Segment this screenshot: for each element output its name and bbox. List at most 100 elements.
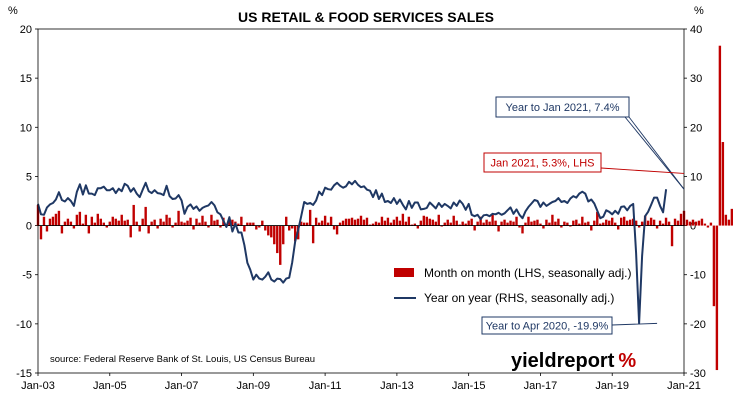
- mom-bar: [371, 223, 375, 226]
- mom-bar: [273, 225, 276, 245]
- mom-bar: [207, 225, 210, 228]
- annotation-leader: [600, 167, 685, 174]
- mom-bar: [617, 225, 620, 230]
- x-tick-label: Jan-09: [237, 380, 271, 392]
- mom-bar: [634, 220, 638, 226]
- mom-bar: [156, 225, 159, 229]
- brand-logo: yieldreport%: [511, 350, 636, 372]
- mom-bar: [602, 222, 605, 226]
- mom-bar: [596, 211, 599, 226]
- left-tick-label: -10: [16, 319, 32, 331]
- mom-bar: [524, 222, 527, 226]
- mom-bar: [512, 221, 515, 226]
- mom-bar: [395, 216, 399, 226]
- annotation-leader: [628, 116, 685, 190]
- mom-bar: [108, 221, 111, 226]
- mom-bar: [494, 220, 497, 226]
- right-tick-label: -20: [690, 319, 706, 331]
- mom-bar: [383, 220, 387, 226]
- left-tick-label: 0: [26, 221, 32, 233]
- annotation-label: Year to Jan 2021, 7.4%: [506, 102, 620, 114]
- source-note: source: Federal Reserve Bank of St. Loui…: [50, 354, 315, 365]
- mom-bar: [279, 225, 282, 265]
- mom-bar: [709, 222, 713, 226]
- mom-bar: [566, 222, 569, 226]
- mom-bar: [159, 218, 162, 226]
- mom-bar: [515, 216, 518, 226]
- mom-bar: [431, 219, 434, 226]
- mom-bar: [631, 218, 635, 226]
- mom-bar: [231, 219, 234, 226]
- mom-bar: [413, 223, 417, 226]
- mom-bar: [664, 217, 668, 226]
- mom-bar: [368, 224, 372, 226]
- mom-bar: [416, 225, 420, 229]
- mom-bar: [177, 210, 180, 226]
- mom-bar: [482, 222, 485, 226]
- mom-bar: [533, 220, 536, 226]
- mom-bar: [338, 222, 342, 226]
- legend-label-bar: Month on month (LHS, seasonally adj.): [424, 266, 631, 280]
- mom-bar: [299, 221, 303, 226]
- mom-bar: [165, 214, 168, 226]
- mom-bar: [572, 220, 575, 226]
- mom-bar: [548, 222, 551, 226]
- right-tick-label: 40: [690, 24, 702, 36]
- mom-bar: [715, 225, 719, 371]
- annotation-label: Jan 2021, 5.3%, LHS: [491, 158, 595, 170]
- mom-bar: [335, 225, 339, 235]
- mom-bar: [255, 225, 258, 230]
- mom-bar: [428, 218, 431, 226]
- mom-bar: [661, 223, 665, 226]
- left-tick-label: 15: [20, 73, 32, 85]
- x-axis: Jan-03 Jan-05 Jan-07 Jan-09 Jan-11 Jan-13 Jan-…: [21, 373, 701, 392]
- mom-bar: [117, 220, 120, 226]
- mom-bar: [658, 220, 662, 226]
- mom-bar: [174, 222, 177, 226]
- mom-bar: [718, 45, 722, 226]
- mom-bar: [180, 221, 183, 226]
- mom-bar: [724, 214, 728, 226]
- mom-bar: [57, 210, 61, 226]
- mom-bar: [569, 225, 572, 227]
- mom-bar: [78, 211, 82, 226]
- mom-bar: [75, 214, 79, 226]
- mom-bar: [700, 218, 704, 226]
- mom-bar: [249, 222, 252, 226]
- mom-bar: [389, 222, 393, 226]
- mom-bar: [536, 219, 539, 226]
- mom-bar: [688, 221, 692, 226]
- brand-name: yieldreport%: [511, 350, 636, 372]
- mom-bar: [129, 225, 132, 238]
- right-tick-label: -30: [690, 368, 706, 380]
- mom-bar: [449, 222, 452, 226]
- left-tick-label: 20: [20, 24, 32, 36]
- mom-bar: [189, 217, 192, 226]
- mom-bar: [434, 221, 437, 226]
- mom-bar: [51, 216, 55, 226]
- mom-bar: [509, 220, 512, 226]
- mom-bar: [628, 219, 632, 226]
- mom-bar: [210, 214, 213, 226]
- mom-bar: [377, 222, 381, 226]
- mom-bar: [443, 222, 446, 226]
- mom-bar: [314, 217, 318, 226]
- mom-bar: [640, 221, 644, 226]
- mom-bar: [84, 214, 88, 226]
- right-tick-label: 10: [690, 171, 702, 183]
- mom-bar: [464, 223, 467, 226]
- mom-bar: [622, 216, 626, 226]
- mom-bar: [551, 214, 554, 226]
- mom-bar: [530, 221, 533, 226]
- mom-bar: [691, 219, 695, 226]
- mom-bar: [201, 215, 204, 226]
- x-tick-label: Jan-05: [93, 380, 127, 392]
- mom-bar: [171, 225, 174, 228]
- mom-bar: [320, 220, 324, 226]
- right-axis: -30 -20 -10 0 10 20 30 40: [684, 24, 706, 380]
- mom-bar: [365, 217, 369, 226]
- mom-bar: [587, 221, 590, 226]
- mom-bar: [219, 225, 222, 228]
- mom-bar: [204, 221, 207, 226]
- mom-bar: [282, 225, 285, 245]
